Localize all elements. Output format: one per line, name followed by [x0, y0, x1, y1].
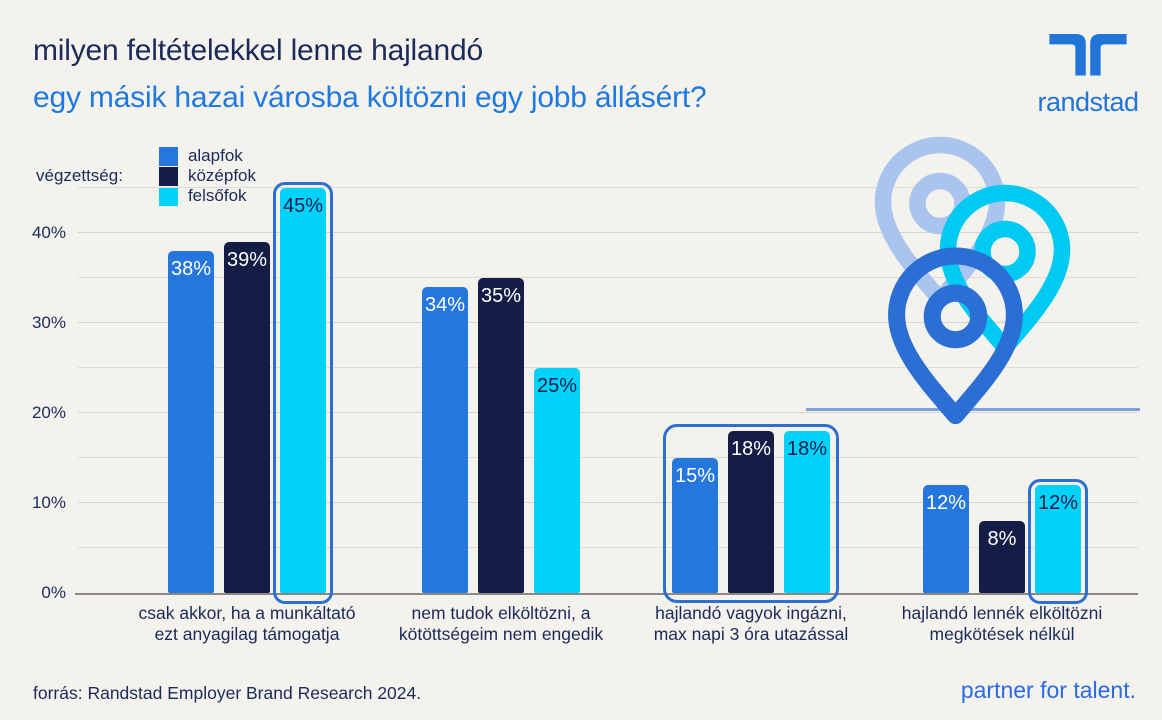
bar-felsőfok-group3: 18%: [784, 431, 830, 593]
map-pin-icon-blue: [888, 247, 1023, 425]
gridline-45pct: [78, 187, 1138, 188]
highlight-box-group: [663, 424, 839, 603]
category-label-group2: nem tudok elköltözni, a kötöttségeim nem…: [398, 603, 604, 644]
bar-value-label: 38%: [170, 258, 212, 280]
gridline-30pct: [78, 322, 1138, 323]
legend-item-label: középfok: [187, 166, 256, 185]
gridline-10pct: [78, 502, 1138, 503]
bar-value-label: 15%: [674, 465, 716, 487]
highlight-box-bar: [1028, 479, 1088, 604]
randstad-logo-icon: [1049, 33, 1127, 76]
bar-value-label: 8%: [987, 528, 1017, 550]
map-pins-illustration: [874, 136, 1071, 425]
y-tick-label-0pct: 0%: [41, 583, 66, 602]
legend-item-felsőfok: felsőfok: [158, 186, 256, 206]
bar-felsőfok-group4: 12%: [1035, 485, 1081, 593]
y-tick-label-10pct: 10%: [31, 493, 66, 512]
legend-swatch-felsőfok: [158, 186, 178, 206]
legend-swatch-alapfok: [158, 146, 178, 166]
randstad-logo: randstad: [1036, 28, 1140, 118]
page-title-line2: egy másik hazai városba költözni egy job…: [33, 81, 707, 114]
highlight-box-bar: [273, 182, 333, 604]
legend-item-alapfok: alapfok: [158, 146, 256, 166]
bar-középfok-group2: 35%: [478, 278, 524, 593]
brand-tagline: partner for talent.: [960, 677, 1136, 703]
gridline-15pct: [78, 457, 1138, 458]
bar-value-label: 12%: [1037, 492, 1079, 514]
category-label-group4: hajlandó lennék elköltözni megkötések né…: [901, 603, 1103, 644]
source-note: forrás: Randstad Employer Brand Research…: [33, 683, 422, 703]
bar-value-label: 18%: [786, 438, 828, 460]
gridline-40pct: [78, 232, 1138, 233]
gridline-35pct: [78, 277, 1138, 278]
category-label-group1: csak akkor, ha a munkáltató ezt anyagila…: [138, 603, 356, 644]
y-tick-label-40pct: 40%: [31, 223, 66, 242]
x-axis-line: [75, 593, 1138, 595]
legend-item-középfok: középfok: [158, 166, 256, 186]
gridline-5pct: [78, 547, 1138, 548]
bar-alapfok-group3: 15%: [672, 458, 718, 593]
decorative-accent-line: [806, 408, 1140, 411]
bar-value-label: 35%: [480, 285, 522, 307]
bar-felsőfok-group1: 45%: [280, 188, 326, 593]
bar-középfok-group3: 18%: [728, 431, 774, 593]
bar-középfok-group4: 8%: [979, 521, 1025, 593]
category-label-group3: hajlandó vagyok ingázni, max napi 3 óra …: [653, 603, 849, 644]
bar-value-label: 45%: [282, 195, 324, 217]
bar-alapfok-group1: 38%: [168, 251, 214, 593]
bar-value-label: 18%: [730, 438, 772, 460]
gridline-20pct: [78, 412, 1138, 413]
page-title-line1: milyen feltételekkel lenne hajlandó: [33, 34, 483, 67]
legend-item-label: felsőfok: [187, 186, 247, 205]
legend-title: végzettség:: [36, 166, 123, 185]
bar-középfok-group1: 39%: [224, 242, 270, 593]
y-tick-label-20pct: 20%: [31, 403, 66, 422]
randstad-wordmark: randstad: [1037, 87, 1139, 117]
bar-value-label: 12%: [925, 492, 967, 514]
legend-swatch-középfok: [158, 166, 178, 186]
bar-alapfok-group4: 12%: [923, 485, 969, 593]
bar-alapfok-group2: 34%: [422, 287, 468, 593]
gridline-25pct: [78, 367, 1138, 368]
bar-chart: 0% 10% 20% 30% 40% 38% 39% 45% csak akkor, ha a …: [32, 182, 1138, 644]
bar-felsőfok-group2: 25%: [534, 368, 580, 593]
bar-value-label: 34%: [424, 294, 466, 316]
chart-legend: végzettség: alapfok középfok felsőfok: [36, 146, 311, 206]
bar-value-label: 39%: [226, 249, 268, 271]
legend-items: alapfok középfok felsőfok: [158, 146, 311, 206]
bar-value-label: 25%: [536, 375, 578, 397]
legend-item-label: alapfok: [187, 146, 243, 165]
y-tick-label-30pct: 30%: [31, 313, 66, 332]
